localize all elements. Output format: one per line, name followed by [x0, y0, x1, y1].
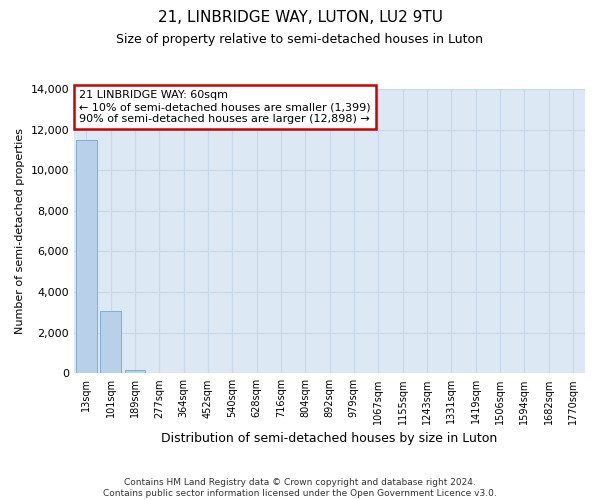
Text: Contains HM Land Registry data © Crown copyright and database right 2024.
Contai: Contains HM Land Registry data © Crown c…: [103, 478, 497, 498]
X-axis label: Distribution of semi-detached houses by size in Luton: Distribution of semi-detached houses by …: [161, 432, 497, 445]
Text: Size of property relative to semi-detached houses in Luton: Size of property relative to semi-detach…: [116, 32, 484, 46]
Bar: [100, 312, 121, 374]
Text: 21, LINBRIDGE WAY, LUTON, LU2 9TU: 21, LINBRIDGE WAY, LUTON, LU2 9TU: [157, 10, 443, 25]
Bar: [76, 140, 97, 374]
Bar: [125, 370, 145, 374]
Text: 21 LINBRIDGE WAY: 60sqm
← 10% of semi-detached houses are smaller (1,399)
90% of: 21 LINBRIDGE WAY: 60sqm ← 10% of semi-de…: [79, 90, 371, 124]
Y-axis label: Number of semi-detached properties: Number of semi-detached properties: [15, 128, 25, 334]
